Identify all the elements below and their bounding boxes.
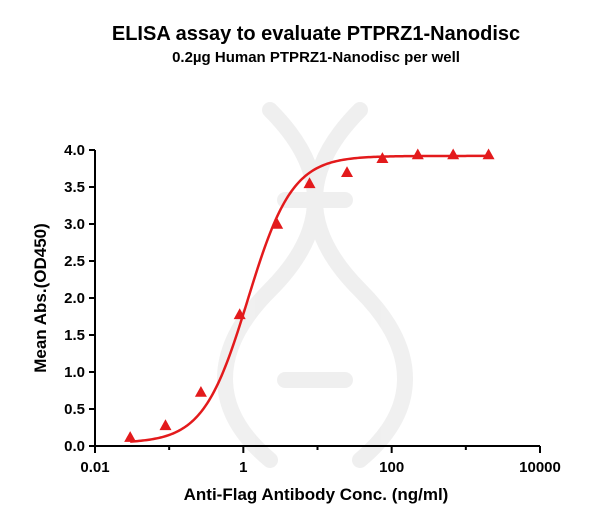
y-tick-label: 1.0 <box>64 364 85 381</box>
y-tick-label: 0.5 <box>64 401 85 418</box>
y-tick-label: 1.5 <box>64 327 85 344</box>
y-tick-label: 3.5 <box>64 179 85 196</box>
data-point <box>447 148 460 160</box>
y-tick-label: 3.0 <box>64 216 85 233</box>
data-point <box>271 218 284 229</box>
fit-curve <box>130 154 489 443</box>
chart-subtitle: 0.2µg Human PTPRZ1-Nanodisc per well <box>172 49 460 66</box>
x-axis-ticks: 0.01 1 100 10000 <box>80 446 561 476</box>
y-tick-label: 2.0 <box>64 290 85 307</box>
chart-title: ELISA assay to evaluate PTPRZ1-Nanodisc <box>112 23 520 45</box>
x-tick-label: 0.01 <box>80 459 109 476</box>
x-tick-label: 1 <box>239 459 247 476</box>
x-tick-label: 10000 <box>519 459 561 476</box>
y-tick-label: 0.0 <box>64 438 85 455</box>
data-point <box>376 152 389 163</box>
y-axis-label: Mean Abs.(OD450) <box>31 223 50 373</box>
data-point <box>159 419 172 431</box>
data-markers <box>124 148 495 442</box>
data-point <box>482 148 495 160</box>
y-axis-ticks: 0.0 0.5 1.0 1.5 2.0 2.5 3.0 3.5 4.0 <box>64 142 95 455</box>
data-point <box>194 385 207 397</box>
data-point <box>124 431 137 442</box>
data-point <box>411 148 424 160</box>
data-point <box>303 177 316 189</box>
x-axis-label: Anti-Flag Antibody Conc. (ng/ml) <box>184 485 449 504</box>
y-tick-label: 2.5 <box>64 253 85 270</box>
data-point <box>233 308 246 320</box>
y-tick-label: 4.0 <box>64 142 85 159</box>
x-tick-label: 100 <box>379 459 404 476</box>
data-point <box>341 166 354 177</box>
